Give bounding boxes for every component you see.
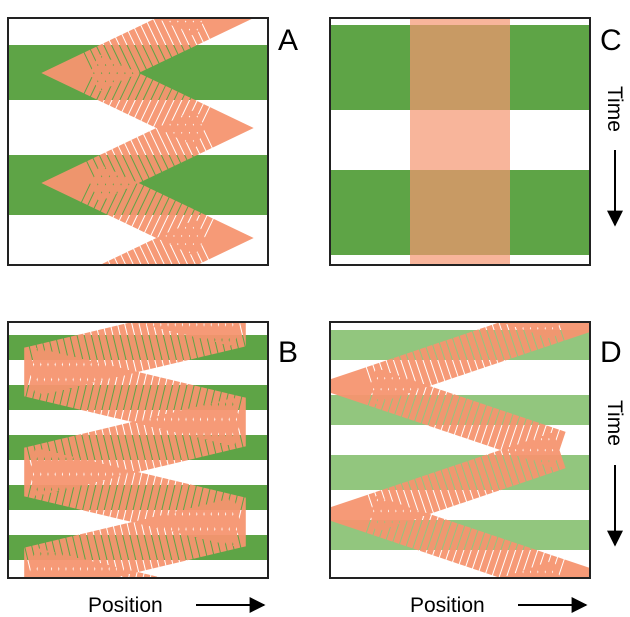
panel xyxy=(8,322,268,578)
x-axis-label: Position xyxy=(88,594,163,617)
stripe xyxy=(410,18,510,265)
panel-label: A xyxy=(278,24,298,57)
panel-label: D xyxy=(600,336,622,369)
panel xyxy=(8,18,268,265)
panel xyxy=(330,322,590,578)
panel-frame xyxy=(329,321,591,579)
panel-frame xyxy=(7,321,269,579)
panel-frame xyxy=(329,17,591,266)
panel-label: B xyxy=(278,336,298,369)
x-axis-label: Position xyxy=(410,594,485,617)
panel-frame xyxy=(7,17,269,266)
panels xyxy=(7,17,591,579)
zigzag xyxy=(24,322,246,578)
panel xyxy=(330,18,590,265)
zigzag xyxy=(41,18,254,265)
panel-label: C xyxy=(600,24,622,57)
y-axis-label: Time xyxy=(603,400,626,446)
y-axis-label: Time xyxy=(603,86,626,132)
